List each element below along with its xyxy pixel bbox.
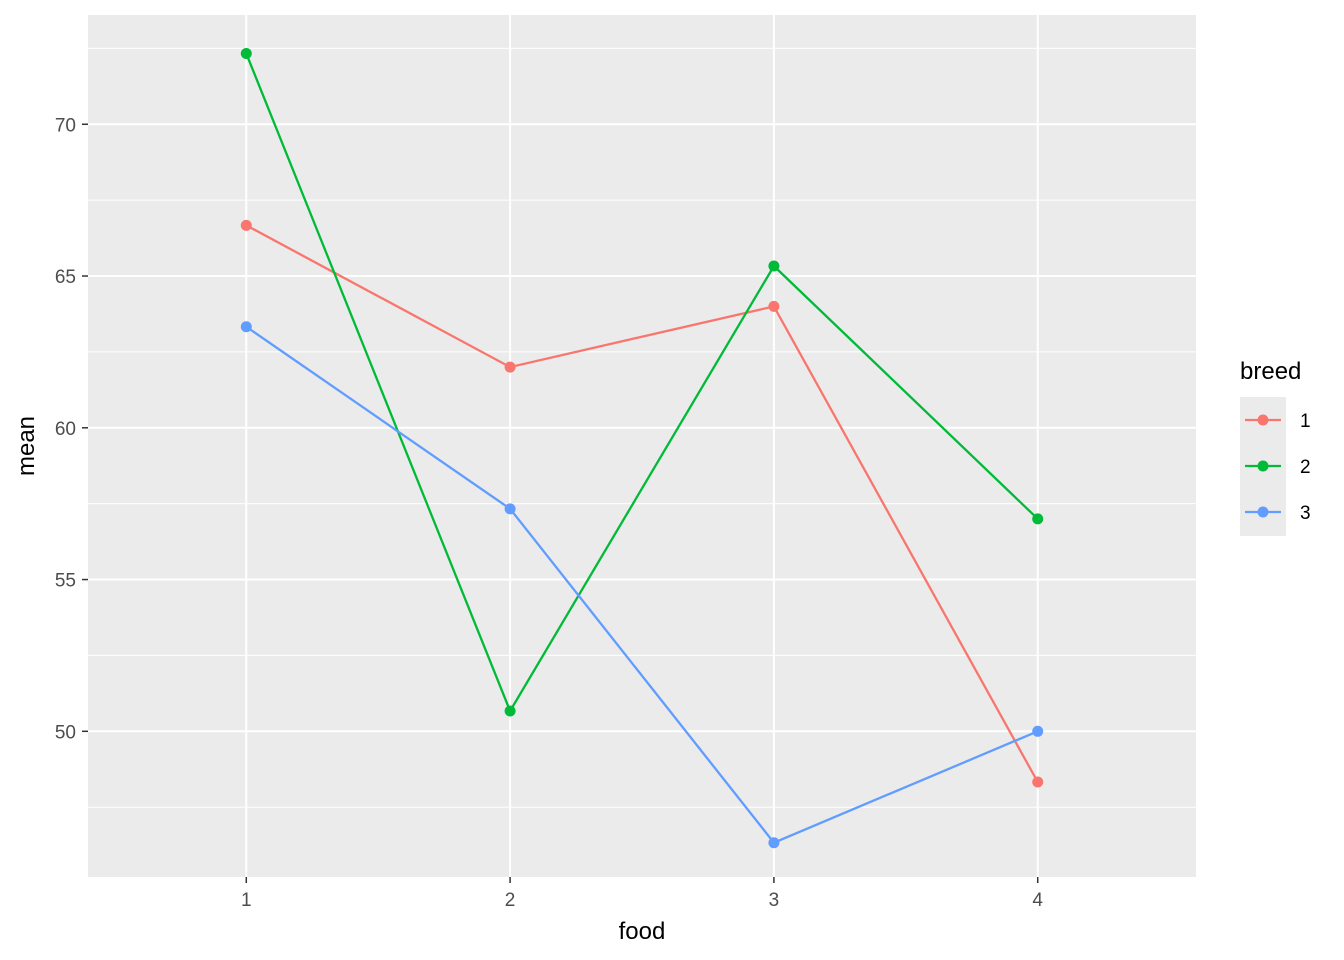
- data-point-1: [504, 361, 516, 373]
- series-line-2: [245, 53, 1039, 714]
- axes: 50 55 60 65 70 1 2 3 4: [55, 115, 1044, 911]
- y-tick-label: 55: [55, 571, 76, 592]
- x-tick-label: 3: [769, 890, 780, 911]
- data-point-2: [240, 48, 252, 60]
- series-layer: [240, 48, 1044, 849]
- legend-key-point: [1257, 460, 1269, 472]
- legend-label: 2: [1300, 457, 1311, 478]
- legend: breed 1 2 3: [1240, 358, 1311, 536]
- legend-title: breed: [1240, 358, 1301, 385]
- data-point-2: [504, 705, 516, 717]
- data-point-3: [504, 503, 516, 515]
- data-point-2: [1032, 513, 1044, 525]
- x-tick-label: 4: [1032, 890, 1043, 911]
- x-tick-label: 1: [241, 890, 252, 911]
- data-point-1: [768, 300, 780, 312]
- data-point-1: [240, 219, 252, 231]
- grid: [88, 15, 1196, 877]
- y-tick-label: 65: [55, 267, 76, 288]
- legend-label: 3: [1300, 503, 1311, 524]
- x-axis-title: food: [619, 918, 666, 945]
- y-tick-label: 60: [55, 419, 76, 440]
- y-tick-label: 70: [55, 115, 76, 136]
- y-axis-title: mean: [13, 416, 40, 476]
- legend-key-point: [1257, 414, 1269, 426]
- data-point-3: [240, 321, 252, 333]
- plot-panel: [88, 15, 1196, 877]
- data-point-2: [768, 260, 780, 272]
- data-point-1: [1032, 776, 1044, 788]
- y-tick-label: 50: [55, 722, 76, 743]
- data-point-3: [768, 837, 780, 849]
- series-line-1: [245, 224, 1039, 783]
- series-line-3: [245, 325, 1039, 845]
- legend-label: 1: [1300, 411, 1311, 432]
- x-tick-label: 2: [505, 890, 516, 911]
- data-point-3: [1032, 725, 1044, 737]
- legend-key-point: [1257, 506, 1269, 518]
